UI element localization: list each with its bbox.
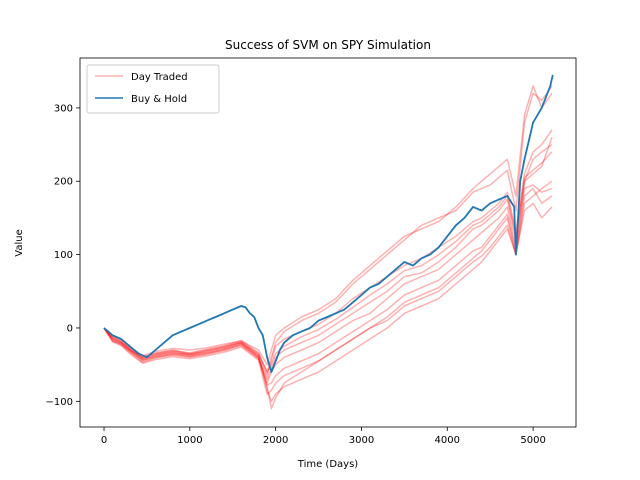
x-tick-label: 2000 [263,435,288,446]
legend-label-day-traded: Day Traded [131,72,188,83]
series-day-traded-line-6 [103,143,553,381]
x-axis: 0 1000 2000 3000 4000 5000 [101,427,546,446]
x-tick-label: 1000 [177,435,202,446]
plot-area [103,74,554,410]
x-tick-label: 0 [101,435,107,446]
y-tick-label: 200 [54,177,73,188]
y-tick-label: 0 [67,323,73,334]
chart-title: Success of SVM on SPY Simulation [225,38,431,52]
legend-box [86,64,220,114]
x-tick-label: 3000 [349,435,374,446]
series-day-traded-line-5 [103,187,553,410]
series-day-traded-line-3 [103,136,553,384]
series-day-traded-line-10 [103,202,553,395]
series-day-traded-line-8 [103,184,553,386]
series-day-traded-line-4 [103,180,553,403]
series-day-traded-line-7 [103,129,553,377]
x-axis-label: Time (Days) [297,459,359,470]
x-tick-label: 5000 [520,435,545,446]
series-day-traded-line-2 [103,85,553,366]
y-axis-label: Value [14,229,25,256]
series-day-traded-line-9 [103,151,553,373]
series-day-traded-line-1 [103,85,553,373]
legend: Day Traded Buy & Hold [86,64,220,114]
y-tick-label: 300 [54,103,73,114]
axes-frame [79,57,577,428]
y-tick-label: 100 [54,250,73,261]
y-axis: −100 0 100 200 300 [46,103,80,408]
series-buy-hold-line [103,74,554,373]
legend-label-buy-hold: Buy & Hold [131,94,187,105]
y-tick-label: −100 [46,397,73,408]
x-tick-label: 4000 [435,435,460,446]
